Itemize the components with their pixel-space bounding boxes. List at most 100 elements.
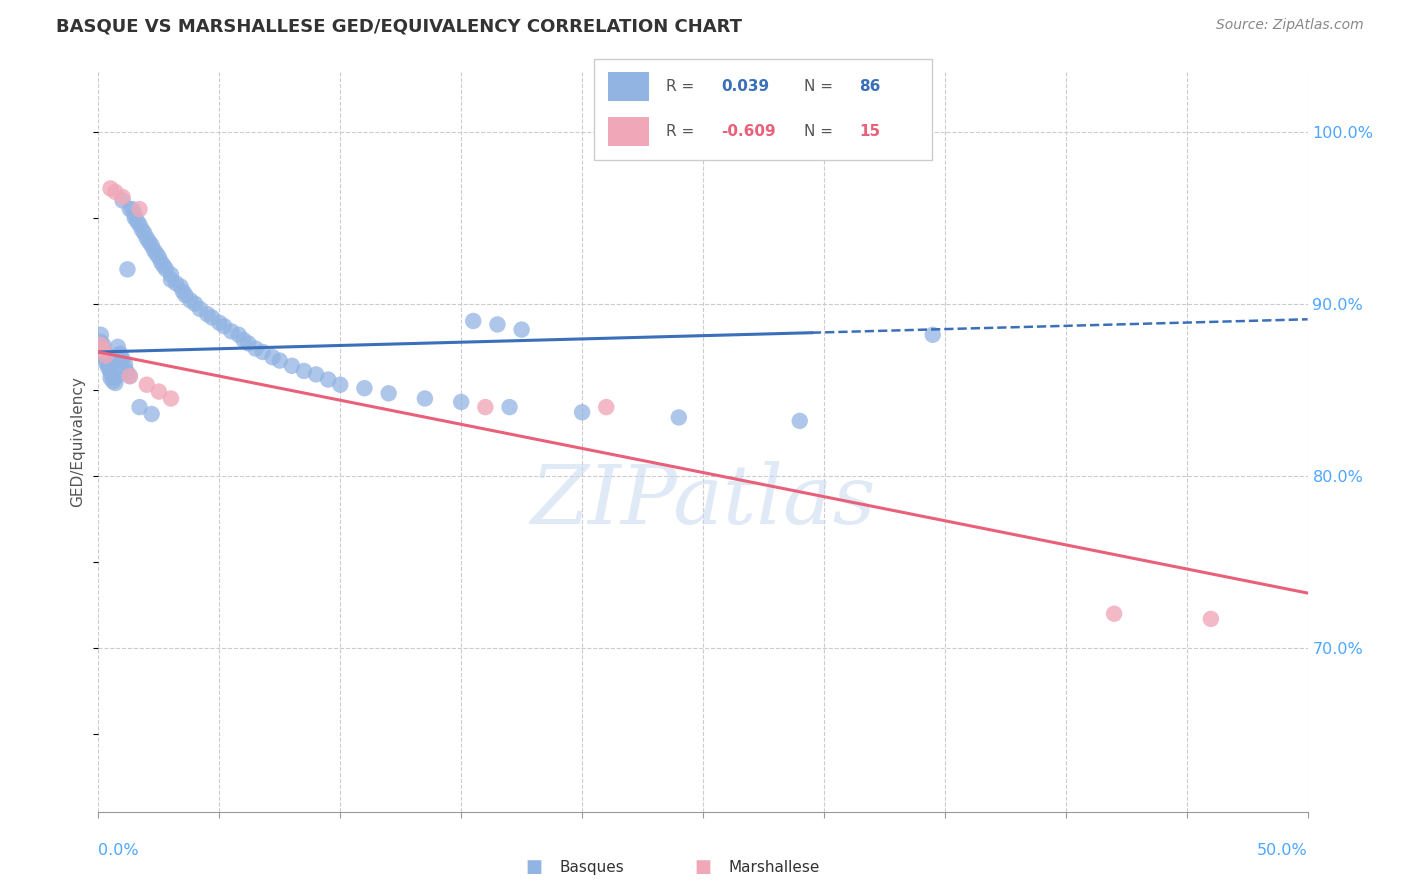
Point	[100, 366, 122, 380]
Point	[188, 301, 211, 316]
Text: 50.0%: 50.0%	[1257, 843, 1308, 858]
Point	[174, 288, 197, 302]
Bar	[607, 118, 650, 146]
Point	[104, 371, 127, 385]
Text: N =: N =	[804, 124, 834, 139]
Point	[510, 323, 533, 337]
Point	[118, 202, 141, 216]
Point	[212, 319, 235, 334]
Point	[114, 357, 136, 371]
Point	[90, 338, 112, 352]
Point	[104, 185, 127, 199]
Point	[135, 377, 157, 392]
Point	[208, 316, 231, 330]
Text: 0.039: 0.039	[721, 79, 769, 95]
FancyBboxPatch shape	[593, 59, 932, 160]
Point	[111, 190, 134, 204]
Point	[474, 400, 496, 414]
Point	[668, 410, 690, 425]
Point	[90, 327, 112, 342]
Point	[134, 226, 156, 240]
Point	[238, 336, 260, 351]
Point	[232, 333, 254, 347]
Point	[486, 318, 509, 332]
Point	[118, 369, 141, 384]
Text: 15: 15	[859, 124, 880, 139]
Point	[179, 293, 201, 308]
Point	[172, 285, 194, 299]
Point	[571, 405, 593, 419]
Point	[155, 262, 177, 277]
Bar	[607, 72, 650, 101]
Point	[150, 255, 173, 269]
Point	[148, 384, 170, 399]
Point	[789, 414, 811, 428]
Point	[152, 259, 174, 273]
Text: Source: ZipAtlas.com: Source: ZipAtlas.com	[1216, 18, 1364, 32]
Point	[184, 297, 207, 311]
Point	[413, 392, 436, 406]
Point	[111, 194, 134, 208]
Point	[160, 392, 183, 406]
Point	[281, 359, 304, 373]
Point	[127, 214, 149, 228]
Text: BASQUE VS MARSHALLESE GED/EQUIVALENCY CORRELATION CHART: BASQUE VS MARSHALLESE GED/EQUIVALENCY CO…	[56, 18, 742, 36]
Point	[252, 345, 274, 359]
Point	[450, 395, 472, 409]
Point	[94, 347, 117, 361]
Point	[94, 355, 117, 369]
Point	[269, 353, 291, 368]
Point	[353, 381, 375, 395]
Point	[107, 348, 129, 362]
Text: Marshallese: Marshallese	[728, 860, 820, 874]
Point	[100, 362, 122, 376]
Point	[128, 202, 150, 216]
Text: 0.0%: 0.0%	[98, 843, 139, 858]
Point	[121, 202, 143, 216]
Text: 86: 86	[859, 79, 880, 95]
Point	[97, 353, 120, 368]
Point	[160, 273, 183, 287]
Y-axis label: GED/Equivalency: GED/Equivalency	[70, 376, 86, 507]
Point	[117, 262, 139, 277]
Point	[118, 369, 141, 384]
Text: R =: R =	[666, 79, 695, 95]
Point	[1102, 607, 1125, 621]
Point	[94, 350, 117, 364]
Point	[111, 351, 134, 366]
Point	[97, 357, 120, 371]
Point	[498, 400, 520, 414]
Point	[463, 314, 485, 328]
Point	[148, 250, 170, 264]
Text: ■: ■	[526, 858, 543, 876]
Point	[595, 400, 617, 414]
Point	[138, 235, 160, 249]
Point	[169, 279, 191, 293]
Point	[97, 360, 120, 375]
Point	[107, 340, 129, 354]
Point	[377, 386, 399, 401]
Point	[104, 376, 127, 390]
Point	[108, 347, 131, 361]
Point	[100, 371, 122, 385]
Point	[292, 364, 315, 378]
Point	[90, 334, 112, 349]
Point	[100, 181, 122, 195]
Point	[135, 231, 157, 245]
Point	[101, 369, 124, 384]
Text: ■: ■	[695, 858, 711, 876]
Point	[101, 374, 124, 388]
Point	[221, 324, 243, 338]
Point	[94, 348, 117, 362]
Point	[143, 244, 166, 258]
Point	[141, 238, 163, 252]
Point	[117, 366, 139, 380]
Point	[195, 307, 218, 321]
Point	[91, 348, 114, 362]
Point	[165, 276, 187, 290]
Text: N =: N =	[804, 79, 834, 95]
Point	[108, 353, 131, 368]
Point	[131, 223, 153, 237]
Text: Basques: Basques	[560, 860, 624, 874]
Point	[305, 368, 328, 382]
